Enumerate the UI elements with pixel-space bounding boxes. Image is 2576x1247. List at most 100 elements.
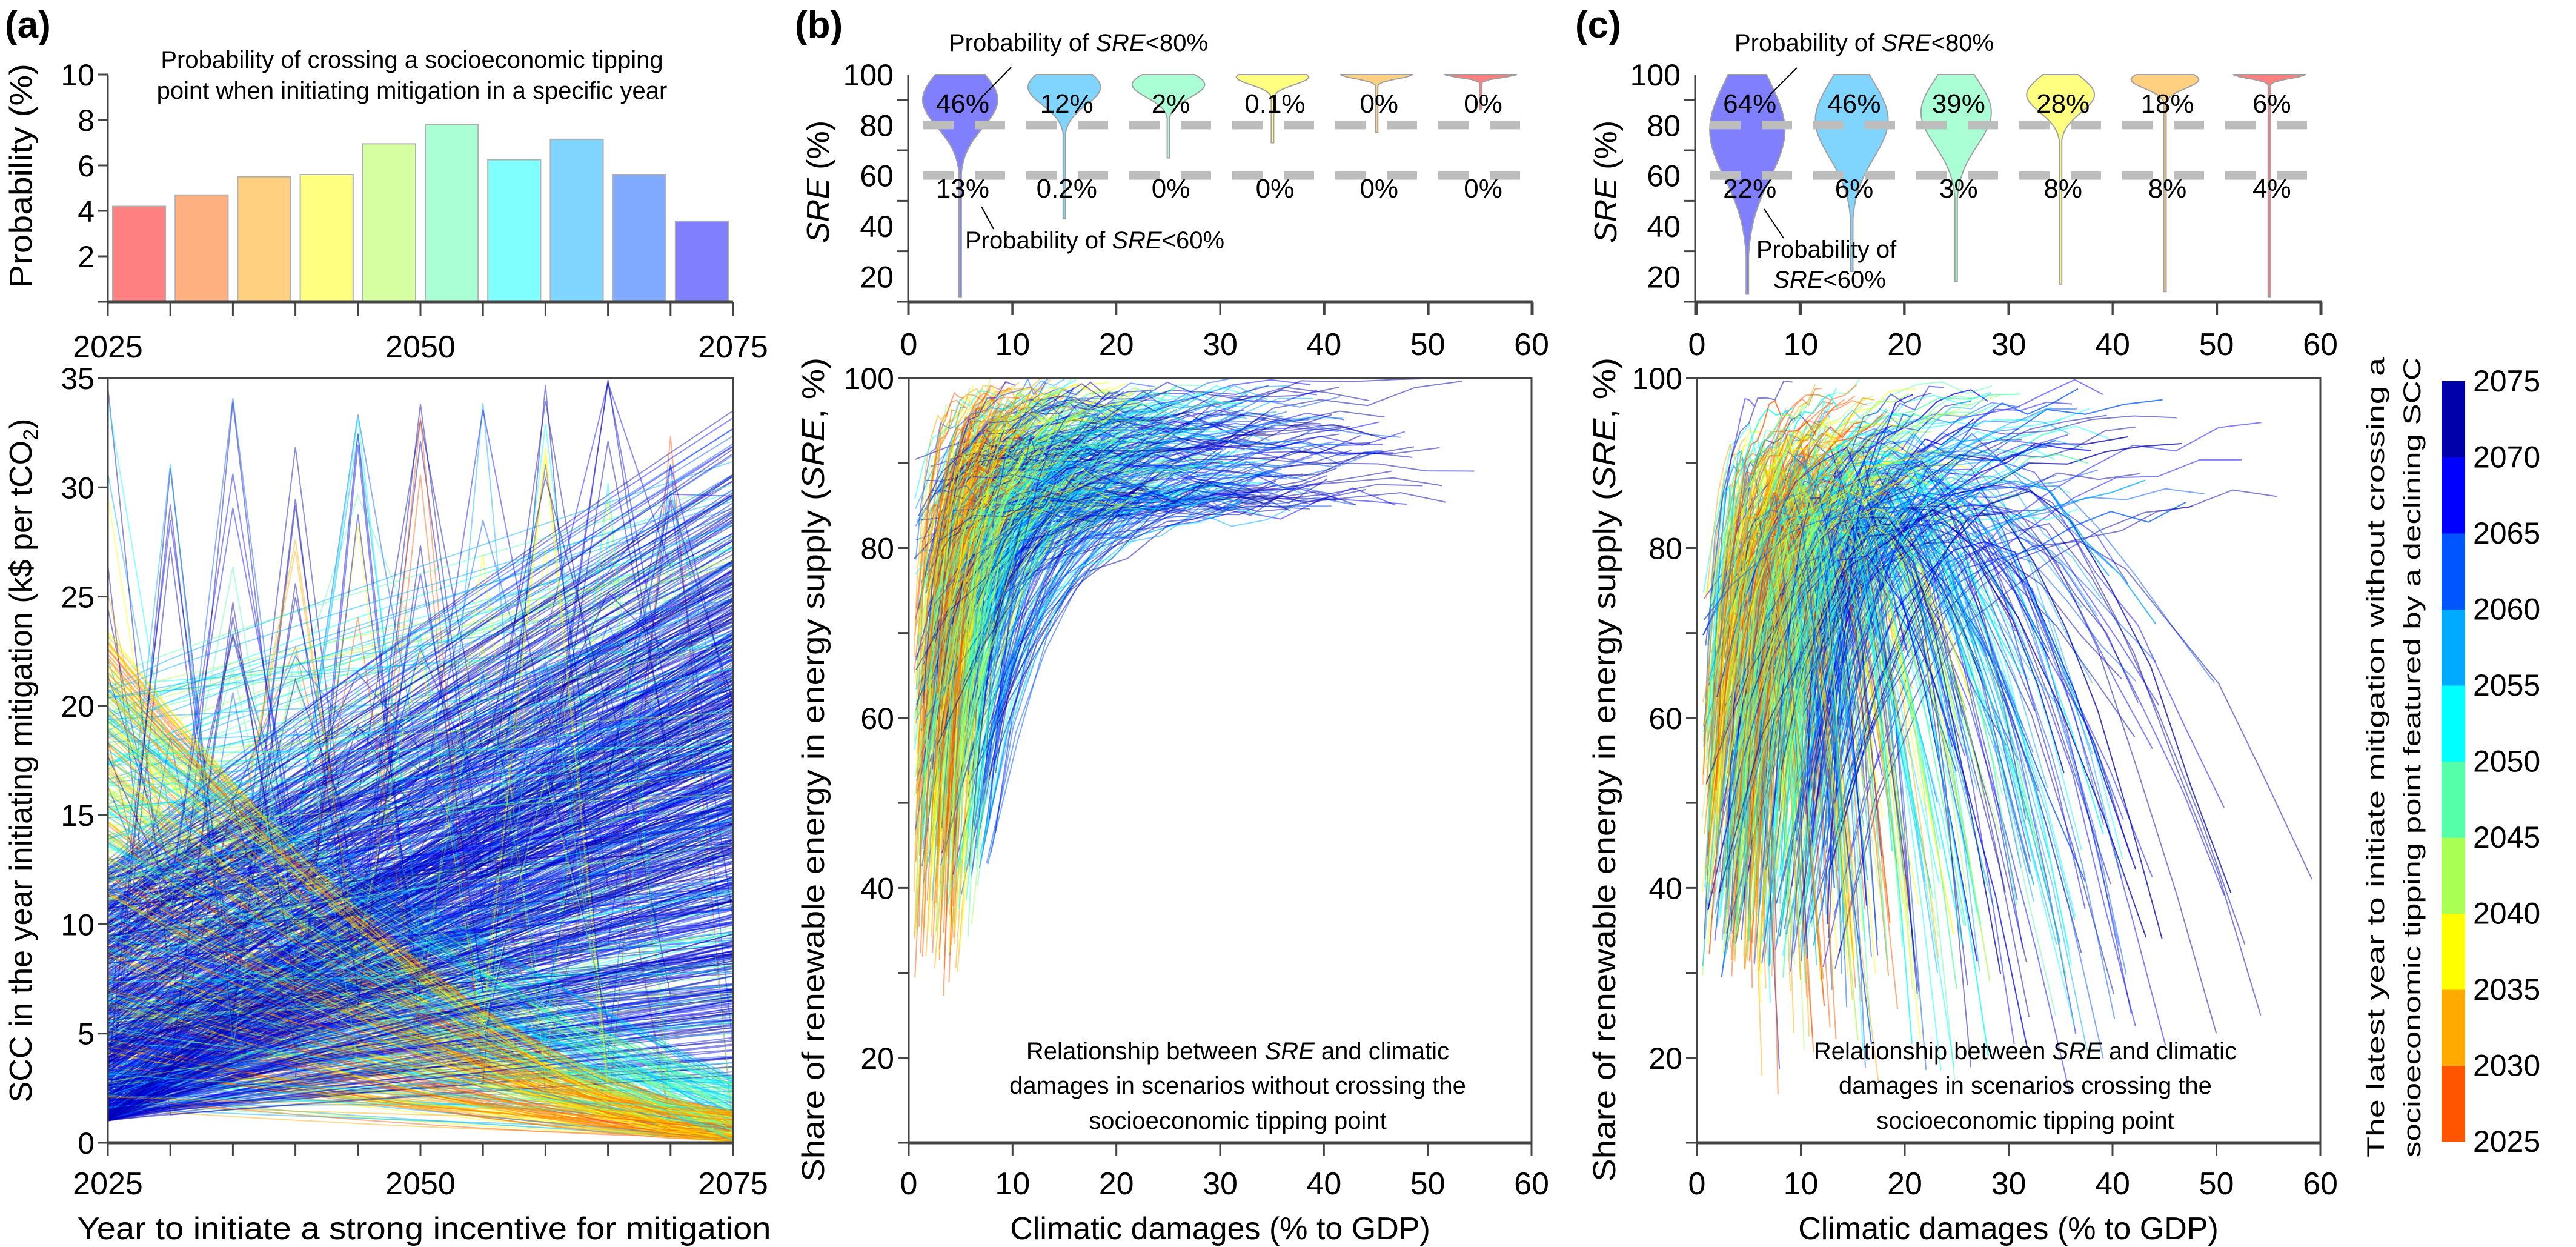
sre-line — [914, 390, 1006, 500]
scc-line — [107, 687, 734, 720]
scc-line — [107, 816, 734, 1059]
line-chart-b-note-line1: Relationship between SRE and climatic — [1026, 1038, 1449, 1065]
x-tick-label: 2025 — [73, 1166, 143, 1202]
y-tick-label: 5 — [78, 1017, 95, 1051]
scc-line — [107, 597, 734, 878]
scc-line — [107, 1017, 734, 1131]
scc-line — [107, 683, 734, 1080]
scc-line — [107, 643, 734, 698]
scc-line — [107, 772, 734, 997]
scc-line — [107, 951, 734, 1128]
scc-line — [107, 1091, 734, 1117]
scc-line — [107, 480, 734, 871]
note-sre: SRE — [1265, 1038, 1316, 1065]
y-tick-label: 20 — [61, 690, 95, 723]
scc-line — [107, 533, 734, 909]
ylabel-unit: , %) — [1587, 357, 1622, 419]
scc-line — [107, 1102, 734, 1107]
line-chart-b-y-axis-label: Share of renewable energy in energy supp… — [796, 357, 831, 1182]
scc-line — [107, 736, 734, 934]
prob-below-60-label: 8% — [2043, 174, 2082, 204]
scc-line — [107, 860, 734, 1141]
sre-line — [1817, 389, 1988, 610]
sre-line — [1722, 539, 1859, 1040]
ylabel-text: Share of renewable energy in energy supp… — [796, 488, 831, 1182]
scc-line — [107, 617, 734, 1137]
scc-line — [107, 645, 734, 1020]
ylabel-unit: , %) — [796, 357, 831, 419]
scc-line — [107, 953, 734, 1057]
scc-line — [107, 834, 734, 1096]
scc-line — [107, 937, 734, 1006]
scc-line — [107, 546, 734, 971]
scc-line — [107, 793, 734, 1142]
sre-line — [1725, 475, 1930, 776]
x-tick-label-top: 0 — [900, 327, 918, 362]
scc-line — [107, 900, 734, 1022]
scc-line — [107, 671, 734, 1059]
violin-b-annotation-60: Probability of SRE<60% — [965, 227, 1224, 254]
sre-line — [1841, 513, 2163, 939]
scc-line — [107, 819, 734, 967]
scc-line — [107, 647, 734, 1050]
scc-line — [107, 550, 734, 905]
scc-line — [107, 839, 734, 1075]
scc-line — [107, 1002, 734, 1102]
scc-line — [107, 719, 734, 1140]
sre-line — [1822, 459, 2242, 968]
scc-line — [107, 614, 734, 964]
scc-line — [107, 886, 734, 1106]
scc-line — [107, 856, 734, 997]
scc-line — [107, 849, 734, 1120]
scc-line — [107, 857, 734, 1131]
sre-line — [931, 384, 1206, 680]
scc-line — [107, 996, 734, 1106]
scc-line — [107, 829, 734, 1096]
scc-line — [107, 897, 734, 1112]
scc-line — [107, 959, 734, 1111]
scc-line — [107, 502, 734, 955]
sre-line — [994, 487, 1164, 834]
scc-line — [107, 570, 734, 1049]
scc-line — [107, 953, 734, 1027]
scc-line — [107, 765, 734, 1119]
scc-line — [107, 1057, 734, 1122]
y-tick-label: 8 — [78, 104, 95, 138]
scc-line — [107, 679, 734, 1009]
scc-line — [107, 699, 734, 1106]
scc-line — [107, 951, 734, 1072]
sre-line — [946, 471, 1264, 906]
sre-line — [1746, 516, 1982, 710]
scc-line — [107, 1029, 734, 1126]
scc-line — [107, 807, 734, 1013]
scc-line — [107, 766, 734, 1122]
annot-sre: SRE — [1881, 30, 1932, 56]
scc-line — [107, 684, 734, 1136]
scc-line — [107, 613, 734, 1046]
sre-line — [1780, 407, 2052, 936]
scc-line — [107, 890, 734, 1050]
scc-line — [107, 814, 734, 1085]
sre-line — [921, 408, 1167, 592]
scc-line — [107, 521, 734, 982]
scc-line — [107, 867, 734, 1123]
scc-line — [107, 475, 734, 956]
scc-line — [107, 948, 734, 1097]
scc-line — [107, 642, 734, 1125]
bar — [674, 220, 729, 302]
scc-line — [107, 688, 734, 876]
scc-line — [107, 914, 734, 1126]
x-tick-label-top: 20 — [1099, 327, 1134, 362]
scc-line — [107, 727, 734, 1122]
sre-line — [1772, 497, 1868, 906]
scc-line — [107, 600, 734, 1059]
scc-line — [107, 908, 734, 1106]
scc-line — [107, 811, 734, 1113]
scc-line — [107, 748, 734, 982]
scc-line — [107, 995, 734, 1076]
scc-line — [107, 1094, 734, 1113]
scc-line — [107, 658, 734, 837]
scc-line — [107, 816, 734, 1103]
scc-line — [107, 1076, 734, 1140]
scc-line — [107, 886, 734, 1032]
